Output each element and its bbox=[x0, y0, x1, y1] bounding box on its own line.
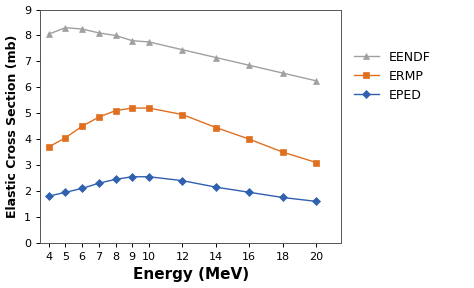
ERMP bbox=[96, 115, 101, 119]
EENDF bbox=[113, 34, 118, 37]
ERMP bbox=[180, 113, 185, 116]
Line: EPED: EPED bbox=[46, 174, 319, 204]
EENDF bbox=[63, 26, 68, 29]
ERMP bbox=[213, 126, 219, 129]
Legend: EENDF, ERMP, EPED: EENDF, ERMP, EPED bbox=[354, 51, 430, 102]
Y-axis label: Elastic Cross Section (mb): Elastic Cross Section (mb) bbox=[6, 35, 18, 218]
EPED bbox=[146, 175, 152, 179]
Line: EENDF: EENDF bbox=[46, 25, 319, 84]
EPED bbox=[113, 178, 118, 181]
ERMP bbox=[46, 145, 52, 149]
EENDF bbox=[146, 40, 152, 44]
X-axis label: Energy (MeV): Energy (MeV) bbox=[133, 268, 249, 283]
Line: ERMP: ERMP bbox=[46, 105, 319, 165]
EPED bbox=[79, 187, 85, 190]
ERMP bbox=[79, 124, 85, 128]
ERMP bbox=[113, 109, 118, 112]
EENDF bbox=[96, 31, 101, 35]
EENDF bbox=[46, 33, 52, 36]
EPED bbox=[96, 181, 101, 185]
EENDF bbox=[213, 56, 219, 59]
EENDF bbox=[79, 27, 85, 31]
ERMP bbox=[313, 161, 319, 164]
EPED bbox=[63, 191, 68, 194]
ERMP bbox=[63, 136, 68, 140]
EPED bbox=[213, 185, 219, 189]
ERMP bbox=[146, 106, 152, 110]
EENDF bbox=[313, 79, 319, 83]
EENDF bbox=[246, 64, 252, 67]
EPED bbox=[246, 191, 252, 194]
ERMP bbox=[129, 106, 135, 110]
EPED bbox=[180, 179, 185, 182]
EPED bbox=[313, 200, 319, 203]
EENDF bbox=[180, 48, 185, 52]
EENDF bbox=[280, 71, 286, 75]
ERMP bbox=[246, 137, 252, 141]
EPED bbox=[280, 196, 286, 199]
ERMP bbox=[280, 150, 286, 154]
EPED bbox=[46, 194, 52, 198]
EPED bbox=[129, 175, 135, 179]
EENDF bbox=[129, 39, 135, 42]
